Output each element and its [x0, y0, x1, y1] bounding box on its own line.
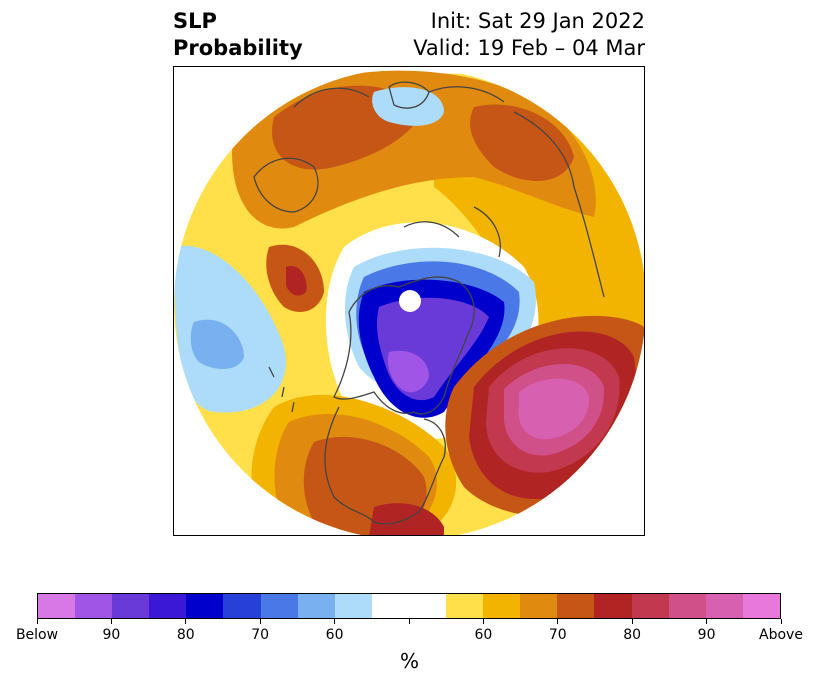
colorbar-segment [520, 594, 558, 618]
colorbar-tick-label: Below [15, 627, 59, 643]
colorbar-segment [705, 594, 743, 618]
coastlines [253, 81, 605, 525]
chart-title-left: SLP Probability [173, 8, 303, 62]
colorbar-tick-label: 60 [325, 627, 344, 643]
colorbar-segment [38, 594, 76, 618]
colorbar-tick [185, 619, 187, 624]
colorbar-tick-label: 70 [548, 627, 567, 643]
colorbar-tick [557, 619, 559, 624]
colorbar-segment [446, 594, 484, 618]
colorbar-tick-label: 90 [697, 627, 716, 643]
colorbar [37, 593, 781, 619]
probability-map [173, 66, 645, 536]
colorbar-segment [371, 594, 409, 618]
colorbar-tick-label: Above [759, 627, 803, 643]
colorbar-segment [75, 594, 113, 618]
colorbar-tick-label: 70 [251, 627, 270, 643]
colorbar-segment [297, 594, 335, 618]
colorbar-tick [706, 619, 708, 624]
colorbar-segment [334, 594, 372, 618]
pole-marker [399, 290, 421, 312]
colorbar-segment [594, 594, 632, 618]
field-na-red [369, 503, 444, 535]
title-slp: SLP [173, 9, 217, 33]
chart-title-right: Init: Sat 29 Jan 2022 Valid: 19 Feb – 04… [413, 8, 645, 62]
colorbar-tick [631, 619, 633, 624]
colorbar-segment [483, 594, 521, 618]
field-rust-east [470, 104, 574, 181]
colorbar-segment [408, 594, 447, 618]
colorbar-segment [557, 594, 595, 618]
colorbar-tick [334, 619, 336, 624]
colorbar-tick-label: 90 [102, 627, 121, 643]
colorbar-segment [149, 594, 187, 618]
colorbar-segment [742, 594, 780, 618]
colorbar-tick [408, 619, 410, 624]
colorbar-segment [112, 594, 150, 618]
colorbar-segment [223, 594, 261, 618]
field-atlantic-magenta [518, 378, 590, 440]
map-svg [174, 70, 644, 535]
colorbar-tick-label: 80 [176, 627, 195, 643]
field-greenland-blue [372, 87, 444, 126]
colorbar-tick-label: 80 [623, 627, 642, 643]
colorbar-unit-label: % [399, 649, 419, 673]
colorbar-tick [780, 619, 782, 624]
title-valid-range: Valid: 19 Feb – 04 Mar [413, 36, 645, 60]
colorbar-tick-label: 60 [474, 627, 493, 643]
field-pacific-red [286, 266, 307, 296]
colorbar-segment [260, 594, 298, 618]
colorbar-tick [36, 619, 38, 624]
field-pacific-sky-blue [190, 319, 244, 369]
field-purple [387, 350, 429, 393]
colorbar-segment [668, 594, 706, 618]
title-init-date: Init: Sat 29 Jan 2022 [430, 9, 645, 33]
colorbar-segment [631, 594, 669, 618]
title-probability: Probability [173, 36, 303, 60]
colorbar-tick [110, 619, 112, 624]
colorbar-segment [186, 594, 224, 618]
colorbar-tick [259, 619, 261, 624]
colorbar-tick [482, 619, 484, 624]
